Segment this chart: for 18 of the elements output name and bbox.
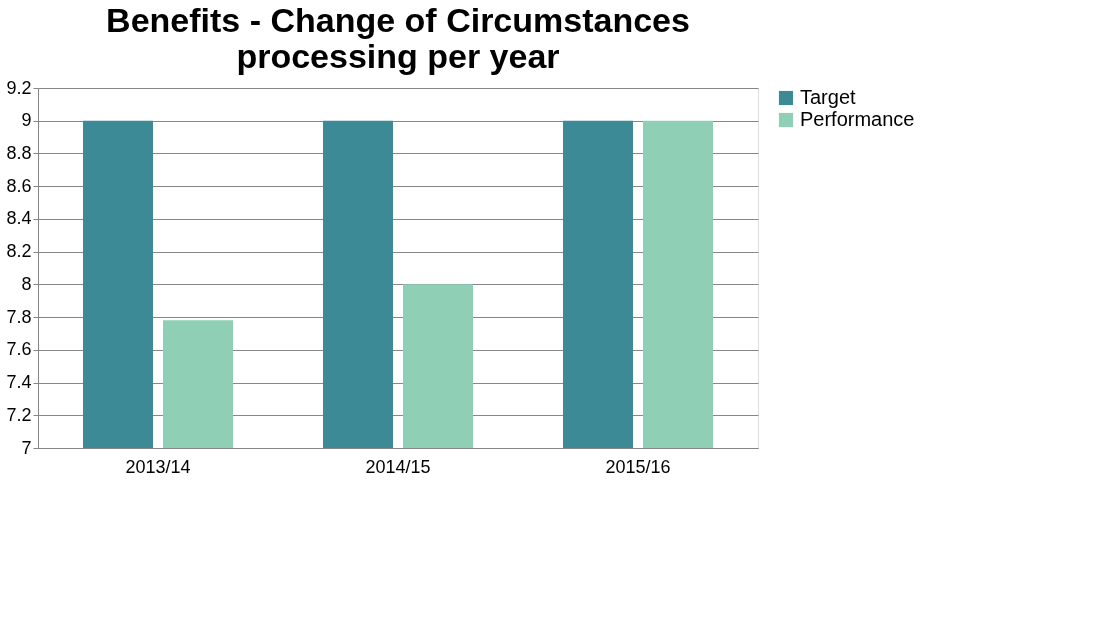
x-tick-label: 2014/15: [365, 456, 431, 477]
y-tick-label: 8: [21, 273, 32, 294]
x-tick-label: 2013/14: [125, 456, 191, 477]
y-tick-label: 9.2: [6, 77, 32, 98]
y-tick-label: 7.6: [6, 339, 32, 360]
y-tick-label: 7: [21, 437, 32, 458]
legend-label: Performance: [800, 108, 915, 130]
y-tick-label: 8.6: [6, 175, 32, 196]
x-tick-label: 2015/16: [605, 456, 671, 477]
text: Benefits - Change of Circumstances: [106, 1, 690, 39]
y-tick-label: 8.4: [6, 208, 32, 229]
y-tick-label: 8.8: [6, 142, 32, 163]
y-tick-label: 9: [21, 110, 32, 131]
y-tick-label: 7.4: [6, 372, 32, 393]
legend-label: Target: [800, 86, 857, 108]
y-tick-label: 7.8: [6, 306, 32, 327]
y-tick-label: 8.2: [6, 241, 32, 262]
y-tick-label: 7.2: [6, 404, 32, 425]
